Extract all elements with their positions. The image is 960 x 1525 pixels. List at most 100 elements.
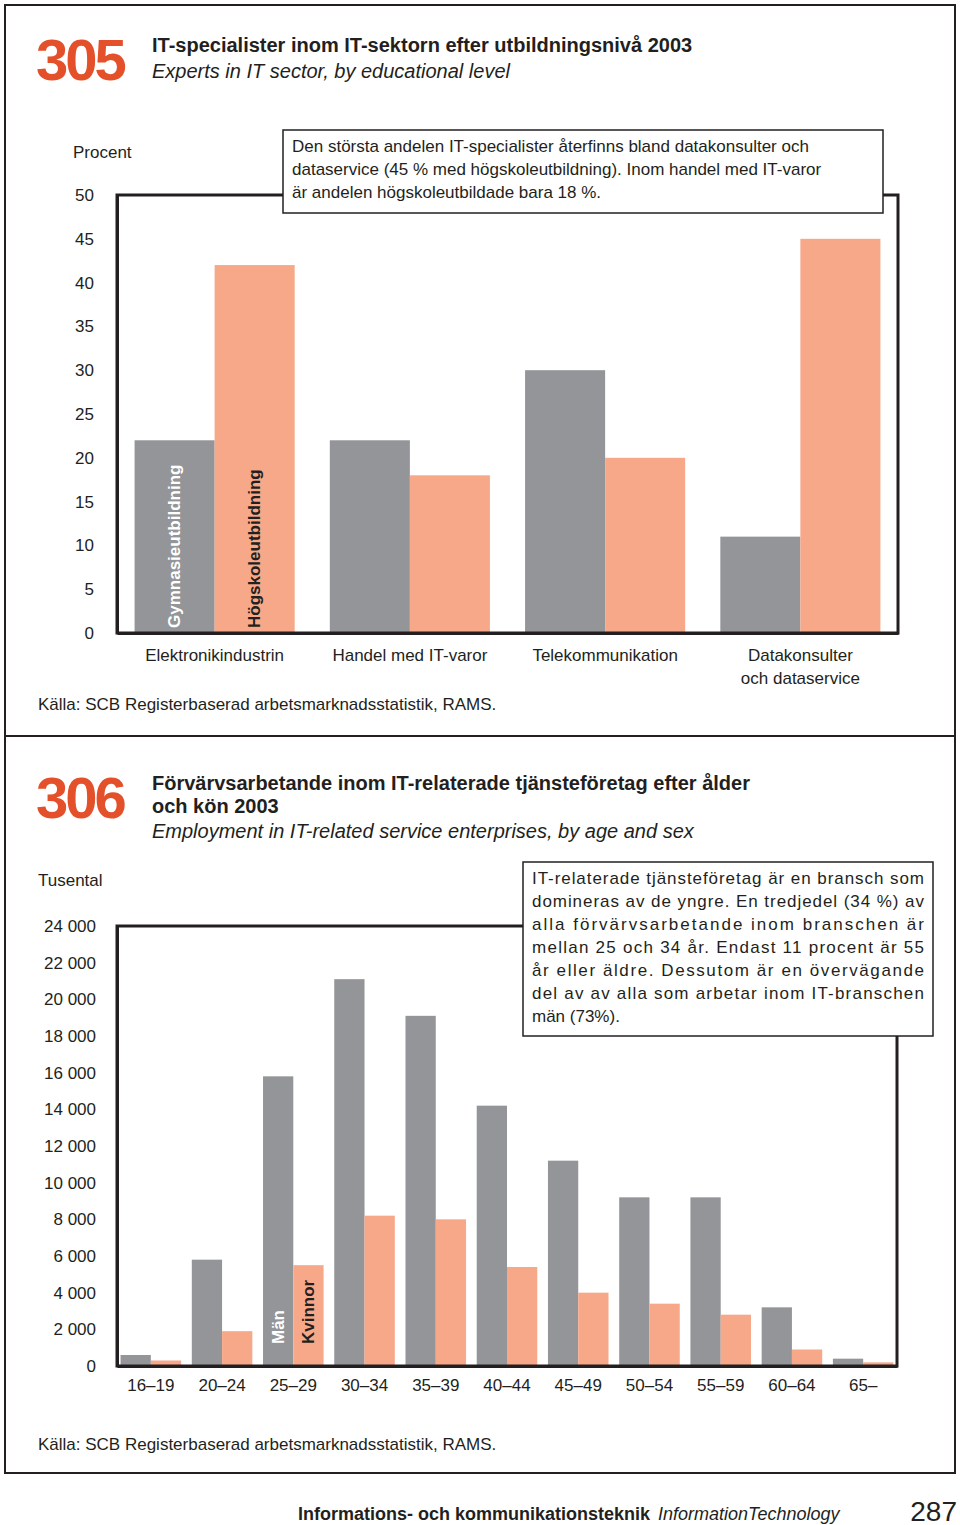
y-tick-label: 4 000: [53, 1284, 96, 1303]
bar: [507, 1267, 537, 1366]
x-axis: Elektronikindustrin Handel med IT-varor Te…: [118, 634, 899, 689]
y-tick: 0: [85, 624, 117, 643]
y-axis-label: Procent: [73, 143, 132, 162]
chart: 30 5 IT-specialister inom IT-sektorn efter…: [36, 27, 899, 714]
bar: [215, 265, 295, 633]
y-tick: 25: [75, 405, 117, 424]
divider: [5, 735, 955, 737]
y-axis: 05101520253035404550: [75, 186, 117, 643]
subtitle: Employment in IT-related service enterpr…: [152, 820, 695, 842]
x-tick-label: 50–54: [626, 1376, 673, 1395]
y-tick-label: 20 000: [44, 990, 96, 1009]
y-tick: 22 000: [44, 954, 117, 973]
x-tick-label: 65–: [849, 1376, 878, 1395]
y-tick: 12 000: [44, 1137, 117, 1156]
legend-label: Gymnasieutbildning: [165, 465, 184, 628]
x-tick-label: 40–44: [483, 1376, 530, 1395]
x-tick: 60–64: [768, 1376, 815, 1395]
x-axis-line: [118, 632, 899, 635]
x-tick: 16–19: [127, 1376, 174, 1395]
x-tick-label: Datakonsulteroch dataservice: [741, 646, 860, 688]
x-tick-label: 30–34: [341, 1376, 388, 1395]
y-tick-label: 15: [75, 493, 94, 512]
bar: [800, 239, 880, 633]
legend-label: Män: [269, 1310, 288, 1344]
bar: [222, 1331, 252, 1366]
y-tick: 50: [75, 186, 117, 205]
y-axis-line: [116, 927, 119, 1367]
y-axis-line: [116, 196, 119, 634]
bar: [334, 979, 364, 1366]
annotation-box: [523, 862, 933, 1036]
x-tick: 30–34: [341, 1376, 388, 1395]
footer-en: InformationTechnology: [658, 1504, 840, 1524]
title: IT-specialister inom IT-sektorn efter ut…: [152, 34, 692, 56]
y-tick-label: 50: [75, 186, 94, 205]
x-tick: 50–54: [626, 1376, 673, 1395]
y-tick-label: 8 000: [53, 1210, 96, 1229]
y-tick-label: 45: [75, 230, 94, 249]
annotation: IT-relaterade tjänsteföretag är en brans…: [532, 869, 925, 1026]
x-tick-label: Telekommunikation: [532, 646, 678, 665]
bar: [330, 440, 410, 633]
bar: [619, 1197, 649, 1366]
bar: [410, 475, 490, 633]
x-tick: 45–49: [555, 1376, 602, 1395]
page-number: 287: [910, 1496, 957, 1525]
y-tick-label: 6 000: [53, 1247, 96, 1266]
y-tick: 24 000: [44, 917, 117, 936]
x-tick-label: Handel med IT-varor: [332, 646, 487, 665]
bar: [525, 370, 605, 633]
y-tick-label: 16 000: [44, 1064, 96, 1083]
y-tick-label: 12 000: [44, 1137, 96, 1156]
x-tick-label: Elektronikindustrin: [145, 646, 284, 665]
y-tick-label: 30: [75, 361, 94, 380]
x-tick: 35–39: [412, 1376, 459, 1395]
x-tick-label: 16–19: [127, 1376, 174, 1395]
y-axis: 02 0004 0006 0008 00010 00012 00014 0001…: [44, 917, 118, 1376]
y-tick: 4 000: [53, 1284, 117, 1303]
y-tick: 30: [75, 361, 117, 380]
x-tick: 20–24: [198, 1376, 245, 1395]
y-tick-label: 10 000: [44, 1174, 96, 1193]
y-tick-label: 0: [87, 1357, 96, 1376]
bar: [135, 440, 215, 633]
x-tick: Handel med IT-varor: [332, 646, 487, 665]
x-axis-line: [118, 1365, 898, 1368]
x-axis: 16–19 20–24 25–29 30–34 35–39 40–44 45–49 50–54…: [118, 1367, 898, 1396]
bar: [690, 1197, 720, 1366]
bar: [792, 1350, 822, 1367]
y-tick: 10 000: [44, 1174, 117, 1193]
legend-label: Kvinnor: [299, 1279, 318, 1344]
x-tick: 65–: [849, 1376, 878, 1395]
x-tick: Telekommunikation: [532, 646, 678, 665]
y-tick: 8 000: [53, 1210, 117, 1229]
bar: [121, 1355, 151, 1366]
y-tick-label: 35: [75, 317, 94, 336]
source: Källa: SCB Registerbaserad arbetsmarknad…: [38, 695, 496, 714]
y-tick-label: 40: [75, 274, 94, 293]
y-tick: 10: [75, 536, 117, 555]
y-tick: 35: [75, 317, 117, 336]
y-tick-label: 5: [85, 580, 94, 599]
y-axis-label: Tusental: [38, 871, 103, 890]
bar: [721, 1315, 751, 1366]
bar: [578, 1293, 608, 1366]
bar: [649, 1304, 679, 1366]
bars: [121, 979, 894, 1366]
y-tick: 6 000: [53, 1247, 117, 1266]
y-tick-label: 10: [75, 536, 94, 555]
x-tick: 25–29: [270, 1376, 317, 1395]
y-tick: 20 000: [44, 990, 117, 1009]
chart: 306Förvärvsarbetande inom IT-relaterade …: [36, 765, 933, 1454]
x-tick-label: 60–64: [768, 1376, 815, 1395]
y-tick-label: 18 000: [44, 1027, 96, 1046]
y-tick: 15: [75, 493, 117, 512]
y-tick-label: 25: [75, 405, 94, 424]
bar: [762, 1307, 792, 1366]
y-tick-label: 22 000: [44, 954, 96, 973]
bar: [548, 1161, 578, 1366]
y-tick-label: 14 000: [44, 1100, 96, 1119]
x-tick: Datakonsulteroch dataservice: [741, 646, 860, 688]
y-tick: 16 000: [44, 1064, 117, 1083]
